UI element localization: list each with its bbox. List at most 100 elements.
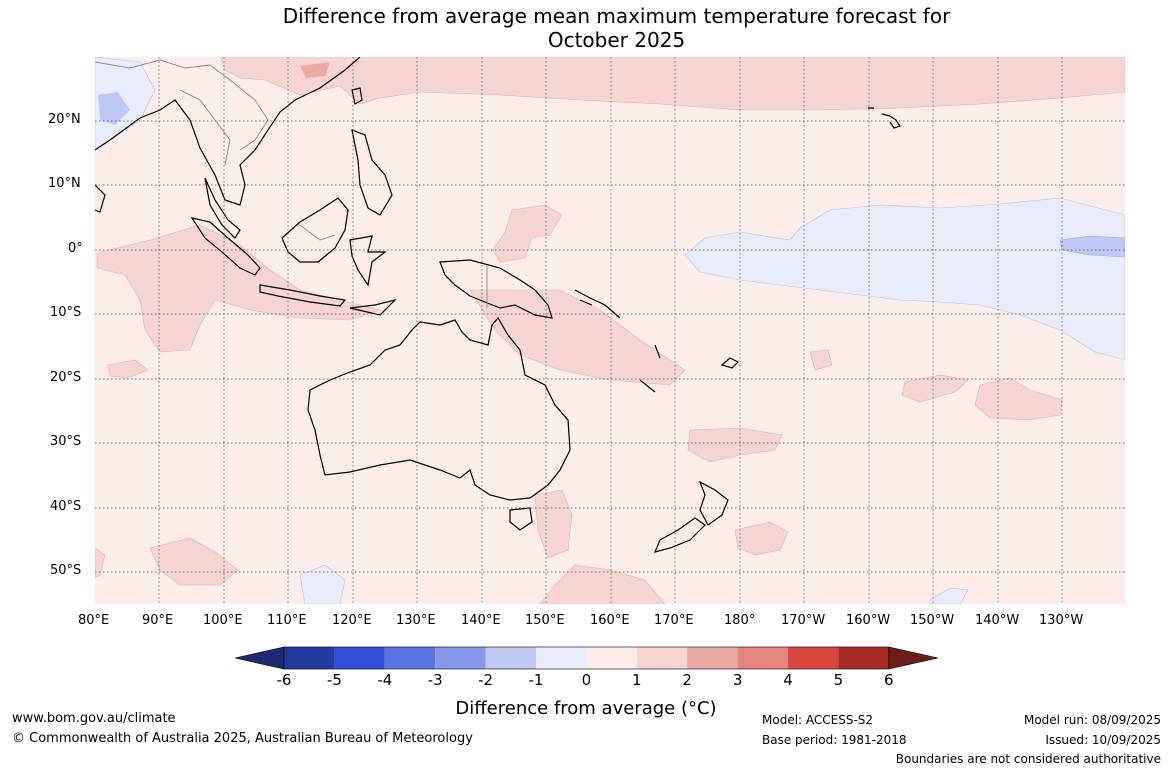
- colorbar-swatch: [788, 647, 839, 669]
- colorbar: [234, 646, 939, 670]
- nz-south-island: [653, 517, 706, 553]
- lat-label-20n: 20°N: [48, 112, 81, 127]
- warm-patch-7: [107, 359, 149, 379]
- warm-spot-equator: [492, 204, 563, 263]
- lon-label-90e: 90°E: [142, 613, 174, 628]
- australia-coast: [307, 316, 571, 501]
- cool-patch-south: [299, 564, 346, 604]
- temperature-anomaly-map: [95, 57, 1125, 670]
- colorbar-tick-label: 6: [884, 671, 894, 689]
- india-tip-coast: [95, 184, 106, 213]
- vanuatu-islands: [639, 344, 661, 393]
- lat-label-10n: 10°N: [48, 176, 81, 191]
- lat-label-0: 0°: [68, 241, 83, 256]
- colorbar-swatch: [636, 647, 688, 669]
- title-line-1: Difference from average mean maximum tem…: [282, 4, 951, 28]
- colorbar-tick-label: -2: [478, 671, 494, 689]
- lon-label-170w: 170°W: [781, 613, 826, 628]
- colorbar-swatch: [838, 647, 889, 669]
- new-guinea-coast: [439, 259, 553, 319]
- warm-patch-south-pacific: [974, 377, 1063, 421]
- copyright: © Commonwealth of Australia 2025, Austra…: [12, 731, 473, 746]
- colorbar-extend-high: [888, 646, 939, 670]
- colorbar-border: [283, 646, 890, 670]
- tasmania-coast: [509, 507, 533, 531]
- lon-label-100e: 100°E: [203, 613, 243, 628]
- base-period: Base period: 1981-2018: [762, 733, 907, 747]
- lon-label-130w: 130°W: [1039, 613, 1084, 628]
- colorbar-tick-label: 1: [632, 671, 642, 689]
- lat-label-20s: 20°S: [50, 370, 82, 385]
- colorbar-swatch: [687, 647, 738, 669]
- lon-label-150e: 150°E: [525, 613, 565, 628]
- model-run: Model run: 08/09/2025: [1023, 713, 1161, 727]
- nz-north-island: [698, 480, 729, 526]
- borneo-coast: [281, 197, 349, 263]
- fiji-islands: [720, 357, 740, 369]
- warm-band-north: [219, 57, 1125, 111]
- colorbar-label: Difference from average (°C): [455, 698, 717, 719]
- lon-label-170e: 170°E: [654, 613, 694, 628]
- colorbar-tick-label: 4: [783, 671, 793, 689]
- colorbar-tick-label: -5: [326, 671, 342, 689]
- colorbar-tick-label: -4: [377, 671, 393, 689]
- lon-label-80e: 80°E: [78, 613, 110, 628]
- colorbar-swatch: [536, 647, 587, 669]
- colorbar-swatch: [586, 647, 637, 669]
- warm-patch-4: [539, 564, 666, 604]
- coastlines: [95, 57, 901, 553]
- border-2: [179, 89, 231, 166]
- lon-label-180: 180°: [724, 613, 756, 628]
- lon-label-130e: 130°E: [396, 613, 436, 628]
- cool-patch-south-2: [929, 587, 969, 604]
- asia-mainland-coast: [95, 57, 361, 206]
- lon-label-120e: 120°E: [332, 613, 372, 628]
- colorbar-tick-label: -3: [427, 671, 443, 689]
- colorbar-swatch: [384, 647, 436, 669]
- warm-spot-north: [300, 62, 330, 78]
- lat-label-10s: 10°S: [50, 305, 82, 320]
- cool-region-pacific: [684, 197, 1125, 361]
- solomon-islands: [574, 289, 621, 319]
- lon-label-110e: 110°E: [267, 613, 307, 628]
- colorbar-swatch: [334, 647, 385, 669]
- country-borders: [95, 59, 488, 308]
- colorbar-tick-label: -6: [276, 671, 292, 689]
- chart-title: Difference from average mean maximum tem…: [0, 4, 1173, 52]
- anomaly-fields: [95, 57, 1125, 604]
- border-1: [95, 59, 269, 151]
- colorbar-swatch: [485, 647, 536, 669]
- lon-label-160e: 160°E: [590, 613, 630, 628]
- warm-patch-2: [901, 374, 969, 403]
- taiwan-coast: [351, 87, 363, 105]
- lon-label-140e: 140°E: [461, 613, 501, 628]
- warm-patch-tasman: [687, 427, 783, 463]
- site-url: www.bom.gov.au/climate: [12, 711, 176, 726]
- title-line-2: October 2025: [547, 28, 686, 52]
- colorbar-swatch: [284, 647, 335, 669]
- philippines-coast: [351, 129, 393, 216]
- warm-patch-6: [534, 489, 573, 559]
- warm-patch-3: [149, 537, 239, 586]
- warm-patch-8: [809, 349, 833, 371]
- colorbar-tick-label: -1: [528, 671, 544, 689]
- lat-label-30s: 30°S: [50, 434, 82, 449]
- lon-label-140w: 140°W: [975, 613, 1020, 628]
- graticule: [95, 57, 1125, 604]
- lat-label-40s: 40°S: [50, 499, 82, 514]
- colorbar-swatch: [435, 647, 486, 669]
- lon-label-150w: 150°W: [910, 613, 955, 628]
- colorbar-extend-low: [234, 646, 285, 670]
- issued-date: Issued: 10/09/2025: [1045, 733, 1161, 747]
- colorbar-tick-label: 5: [833, 671, 844, 689]
- warm-patch-9: [95, 547, 106, 579]
- timor-coast: [349, 298, 397, 316]
- lon-label-160w: 160°W: [846, 613, 891, 628]
- warm-patch-5: [734, 521, 789, 556]
- colorbar-tick-label: 2: [682, 671, 692, 689]
- sumatra-coast: [190, 217, 261, 276]
- colorbar-tick-label: 3: [732, 671, 743, 689]
- java-coast: [259, 284, 347, 307]
- border-3: [299, 224, 336, 241]
- colorbar-tick-label: 0: [581, 671, 592, 689]
